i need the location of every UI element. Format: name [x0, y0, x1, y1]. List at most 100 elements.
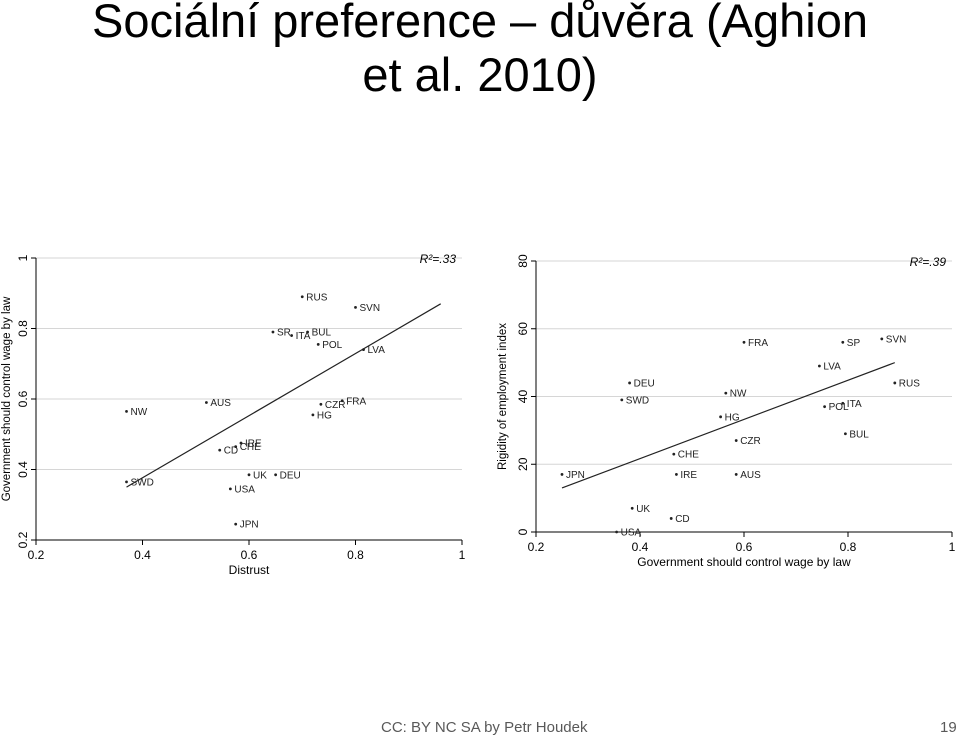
- point-label-che: CHE: [240, 442, 261, 453]
- data-point-czr: [319, 402, 323, 406]
- fit-line: [561, 362, 896, 489]
- point-label-pol: POL: [322, 340, 342, 351]
- point-label-bul: BUL: [312, 328, 332, 339]
- footer-license: CC: BY NC SA by Petr Houdek: [381, 719, 588, 736]
- x-tick-label: 0.2: [528, 540, 545, 554]
- point-label-pol: POL: [829, 402, 849, 413]
- x-tick-label: 0.6: [736, 540, 753, 554]
- data-point-svn: [880, 337, 884, 341]
- data-point-rus: [300, 295, 304, 299]
- data-point-rus: [893, 381, 897, 385]
- point-label-sr: SR: [277, 328, 291, 339]
- point-label-svn: SVN: [886, 334, 907, 345]
- point-label-aus: AUS: [740, 470, 761, 481]
- x-tick-label: 0.4: [632, 540, 649, 554]
- data-point-deu: [628, 381, 631, 385]
- point-label-swd: SWD: [131, 477, 154, 488]
- data-point-pol: [316, 342, 320, 346]
- point-label-uk: UK: [253, 470, 267, 481]
- point-label-fra: FRA: [748, 338, 768, 349]
- data-point-ita: [841, 401, 845, 405]
- point-label-che: CHE: [678, 450, 699, 461]
- data-point-aus: [734, 473, 738, 476]
- point-label-lva: LVA: [367, 345, 385, 356]
- x-axis-label: Government should control wage by law: [637, 555, 851, 569]
- data-point-jpn: [234, 522, 238, 526]
- data-point-uk: [247, 473, 251, 477]
- slide-title-line1: Sociální preference – důvěra (Aghion: [92, 0, 868, 47]
- data-point-che: [672, 452, 676, 456]
- data-point-sr: [271, 330, 275, 334]
- point-label-swd: SWD: [626, 395, 649, 406]
- data-point-lva: [362, 348, 365, 352]
- y-tick-label: 80: [516, 254, 530, 268]
- fit-line: [126, 303, 442, 488]
- point-label-usa: USA: [234, 484, 255, 495]
- point-label-lva: LVA: [823, 362, 841, 373]
- x-tick-label: 0.6: [241, 548, 258, 562]
- data-point-ire: [675, 473, 678, 476]
- point-label-hg: HG: [317, 410, 332, 421]
- point-label-bul: BUL: [849, 429, 869, 440]
- data-point-swd: [125, 480, 128, 484]
- point-label-sp: SP: [847, 338, 861, 349]
- slide-title: Sociální preference – důvěra (Aghion et …: [0, 0, 960, 102]
- point-label-ita: ITA: [847, 399, 862, 410]
- point-label-rus: RUS: [899, 378, 920, 389]
- data-point-aus: [205, 401, 208, 404]
- r-squared-annotation: R²=.39: [910, 255, 947, 269]
- data-point-cd: [218, 448, 222, 452]
- data-point-che: [234, 445, 238, 448]
- point-label-czr: CZR: [740, 436, 761, 447]
- y-axis-label: Rigidity of employment index: [497, 323, 509, 470]
- data-point-fra: [742, 340, 746, 344]
- data-point-hg: [311, 413, 315, 417]
- point-label-rus: RUS: [306, 292, 327, 303]
- y-tick-label: 0.6: [16, 390, 30, 407]
- chart-1: 0.2 0.4 0.6 0.8 1 0.2 0.4 0.6 0.8 1 Distrust Govern…: [1, 252, 466, 577]
- point-label-ire: IRE: [680, 470, 697, 481]
- point-label-usa: USA: [621, 528, 642, 539]
- point-label-fra: FRA: [346, 396, 366, 407]
- point-label-svn: SVN: [360, 303, 381, 314]
- r-squared-annotation: R²=.33: [420, 252, 457, 266]
- point-label-czr: CZR: [325, 400, 346, 411]
- point-label-deu: DEU: [634, 378, 655, 389]
- data-point-jpn: [560, 473, 564, 476]
- slide-title-line2: et al. 2010): [362, 48, 598, 101]
- point-label-jpn: JPN: [566, 470, 585, 481]
- point-label-cd: CD: [224, 446, 238, 457]
- y-tick-label: 1: [16, 254, 30, 261]
- y-tick-label: 0.4: [16, 461, 30, 478]
- y-axis-label: Government should control wage by law: [1, 296, 13, 501]
- data-point-pol: [823, 405, 826, 409]
- point-label-ire: IRE: [245, 439, 262, 450]
- data-point-usa: [228, 487, 232, 491]
- data-point-nw: [724, 391, 728, 395]
- page-number: 19: [940, 719, 957, 736]
- data-point-cd: [669, 517, 673, 520]
- charts-canvas: 0.2 0.4 0.6 0.8 1 0.2 0.4 0.6 0.8 1 Distrust Govern…: [1, 252, 956, 577]
- data-point-bul: [306, 330, 309, 334]
- data-point-sp: [841, 340, 845, 344]
- point-label-aus: AUS: [210, 398, 231, 409]
- x-tick-label: 1: [459, 548, 466, 562]
- point-label-hg: HG: [725, 412, 740, 423]
- x-tick-label: 0.8: [347, 548, 364, 562]
- data-point-lva: [818, 364, 821, 368]
- data-point-bul: [844, 432, 847, 436]
- data-point-swd: [620, 398, 624, 402]
- y-tick-label: 0.8: [16, 320, 30, 337]
- x-tick-label: 0.4: [134, 548, 151, 562]
- x-tick-label: 0.2: [28, 548, 45, 562]
- chart-2: 0.2 0.4 0.6 0.8 1 0 20 40 60 80 Government should …: [497, 254, 956, 569]
- data-point-hg: [719, 415, 722, 419]
- data-point-czr: [734, 439, 738, 442]
- data-point-ita: [290, 334, 293, 337]
- data-point-svn: [354, 305, 357, 309]
- y-tick-label: 0: [516, 528, 530, 535]
- point-label-ita: ITA: [296, 331, 311, 342]
- point-label-nw: NW: [730, 389, 747, 400]
- point-label-nw: NW: [131, 407, 148, 418]
- y-tick-label: 60: [516, 322, 530, 336]
